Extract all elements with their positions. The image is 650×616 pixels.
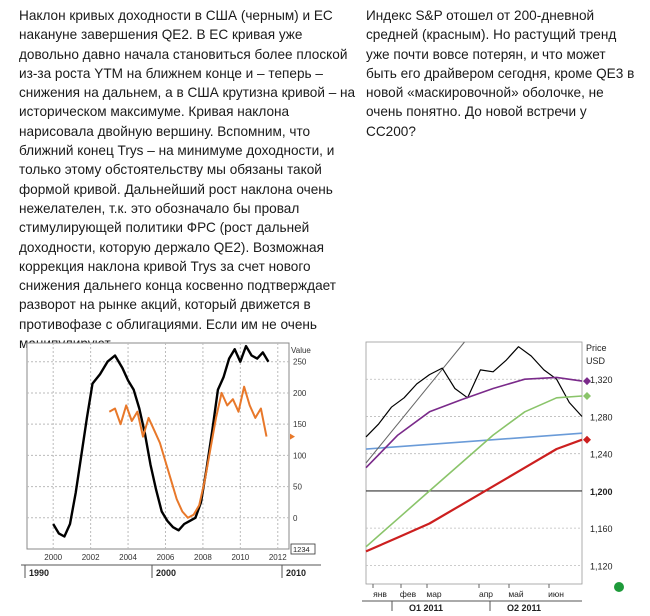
y-tick-label: 1,240 bbox=[590, 450, 613, 460]
orange-end-marker bbox=[290, 433, 295, 440]
right-paragraph: Индекс S&P отошел от 200-дневной средней… bbox=[366, 8, 635, 139]
x-tick-label: фев bbox=[400, 589, 417, 599]
x-tick-label: мар bbox=[426, 589, 442, 599]
period-label: 1990 bbox=[29, 568, 49, 578]
y-axis-unit: USD bbox=[586, 356, 606, 366]
y-tick-label: 50 bbox=[293, 483, 302, 492]
x-tick-label: июн bbox=[548, 589, 564, 599]
series-line bbox=[365, 395, 583, 548]
y-tick-label: 200 bbox=[293, 389, 307, 398]
series-line bbox=[52, 344, 270, 538]
y-axis-label: Price bbox=[586, 343, 607, 353]
x-tick-label: 2010 bbox=[231, 553, 249, 562]
y-tick-label: 250 bbox=[293, 358, 307, 367]
series-end-marker bbox=[583, 377, 591, 386]
y-tick-label: 1,280 bbox=[590, 412, 613, 422]
y-tick-label: 0 bbox=[293, 514, 298, 523]
x-tick-label: 2002 bbox=[82, 553, 100, 562]
sp500-chart: 1,320 1,280 1,240 1,200 1,160 1,120 Price USD ян… bbox=[362, 336, 637, 613]
x-tick-label: май bbox=[508, 589, 524, 599]
period-label: Q1 2011 bbox=[409, 603, 443, 611]
last-value-label: 1234 bbox=[293, 545, 310, 554]
y-axis-label: Value bbox=[291, 346, 311, 355]
y-tick-label: 1,120 bbox=[590, 561, 613, 571]
yield-slope-chart-svg: 250 200 150 100 50 0 Value 2000 2002 2004 2006 2008… bbox=[21, 342, 321, 578]
series-line bbox=[365, 438, 583, 553]
x-tick-label: 2012 bbox=[269, 553, 287, 562]
support-trendline bbox=[365, 432, 583, 450]
series-line bbox=[365, 376, 583, 469]
period-label: Q2 2011 bbox=[507, 603, 541, 611]
x-tick-label: 2000 bbox=[44, 553, 62, 562]
y-tick-label: 1,320 bbox=[590, 375, 613, 385]
x-tick-label: 2004 bbox=[119, 553, 137, 562]
y-tick-label: 150 bbox=[293, 420, 307, 429]
plot-frame bbox=[26, 342, 290, 550]
series-end-marker bbox=[583, 435, 591, 444]
y-tick-label: 1,160 bbox=[590, 524, 613, 534]
rising-trendline bbox=[365, 341, 465, 464]
status-dot bbox=[614, 582, 624, 592]
series-line bbox=[108, 385, 268, 519]
x-tick-label: апр bbox=[479, 589, 493, 599]
y-tick-label: 100 bbox=[293, 451, 307, 460]
plot-frame bbox=[365, 341, 583, 585]
x-tick-label: янв bbox=[373, 589, 387, 599]
left-text-column: Наклон кривых доходности в США (черным) … bbox=[19, 6, 357, 353]
series-end-marker bbox=[583, 391, 591, 400]
x-tick-label: 2008 bbox=[194, 553, 212, 562]
x-tick-label: 2006 bbox=[157, 553, 175, 562]
period-label: 2000 bbox=[156, 568, 176, 578]
yield-slope-chart: 250 200 150 100 50 0 Value 2000 2002 2004 2006 2008… bbox=[21, 337, 321, 582]
period-label: 2010 bbox=[286, 568, 306, 578]
series-line bbox=[365, 346, 583, 438]
y-tick-label: 1,200 bbox=[590, 487, 613, 497]
sp500-chart-svg: 1,320 1,280 1,240 1,200 1,160 1,120 Price USD ян… bbox=[362, 341, 624, 613]
left-paragraph: Наклон кривых доходности в США (черным) … bbox=[19, 8, 356, 351]
right-text-column: Индекс S&P отошел от 200-дневной средней… bbox=[366, 6, 636, 141]
last-value-box bbox=[290, 543, 316, 555]
